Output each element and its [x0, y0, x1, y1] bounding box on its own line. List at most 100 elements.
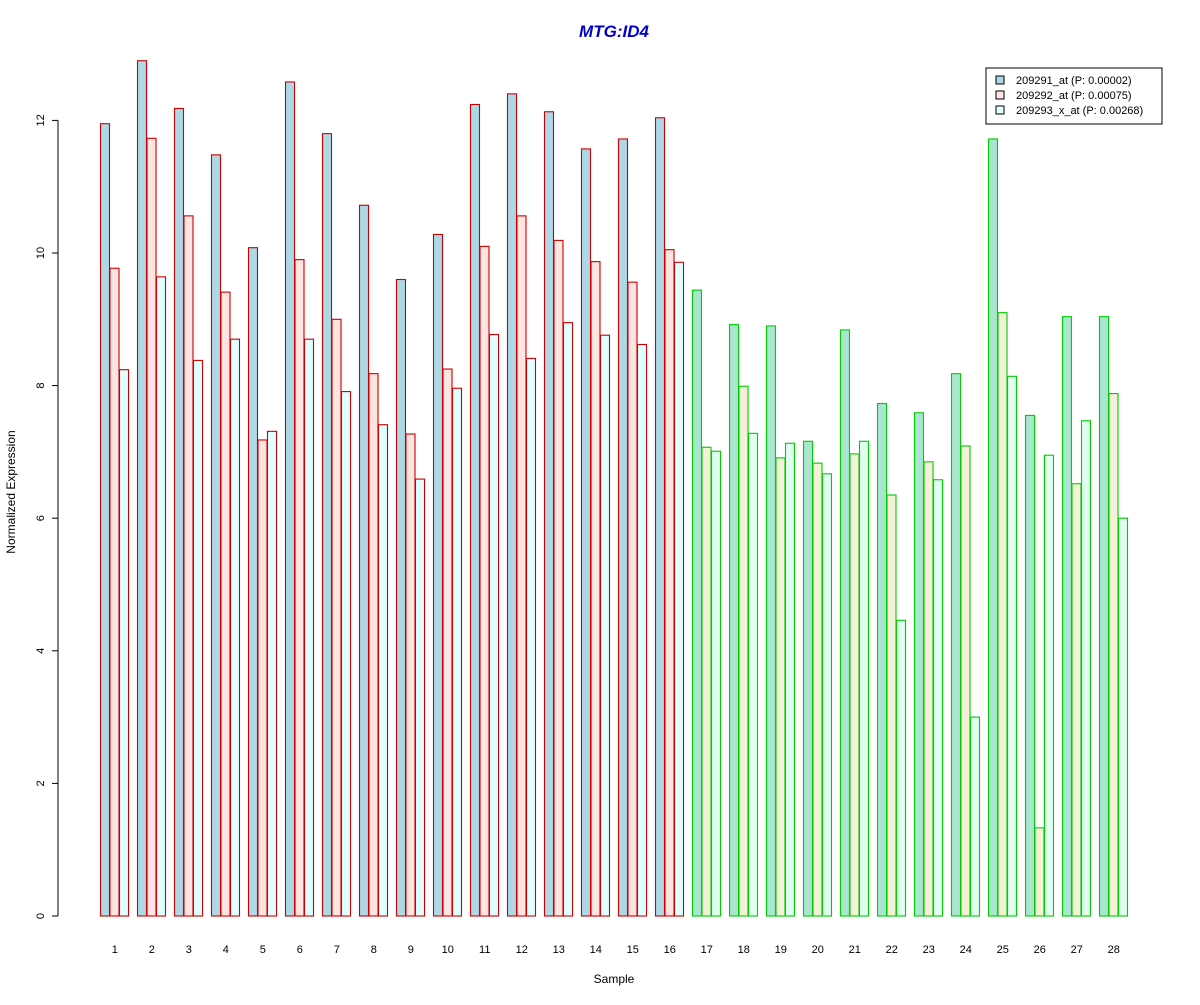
x-tick-label: 8	[371, 944, 377, 956]
bar-sample-6-series-1	[284, 81, 296, 917]
y-tick-label: 2	[35, 780, 47, 786]
bar-sample-20-series-3	[821, 473, 833, 917]
bar-sample-26-series-3	[1043, 454, 1055, 917]
bar-sample-27-series-1	[1061, 316, 1073, 917]
x-tick-label: 10	[442, 944, 454, 956]
x-tick-label: 26	[1034, 944, 1046, 956]
x-tick-label: 9	[408, 944, 414, 956]
bar-sample-23-series-2	[923, 461, 934, 917]
bar-sample-21-series-1	[839, 329, 851, 917]
bar-sample-4-series-3	[229, 338, 241, 917]
legend-box	[985, 67, 1163, 125]
bar-sample-13-series-2	[553, 239, 564, 917]
bar-sample-14-series-3	[599, 334, 611, 917]
bar-sample-21-series-3	[858, 440, 870, 917]
bar-sample-18-series-1	[728, 324, 740, 917]
bar-sample-2-series-3	[155, 276, 167, 917]
bar-sample-1-series-1	[99, 123, 111, 917]
x-tick-label: 25	[997, 944, 1009, 956]
y-tick-label: 10	[35, 247, 47, 259]
bar-sample-11-series-2	[479, 245, 490, 917]
legend-swatch-1	[995, 75, 1005, 85]
x-tick-label: 19	[775, 944, 787, 956]
bar-sample-17-series-3	[710, 450, 722, 917]
bar-sample-26-series-1	[1024, 414, 1036, 917]
x-tick-label: 21	[849, 944, 861, 956]
y-tick-label: 12	[35, 114, 47, 126]
bar-sample-18-series-3	[747, 432, 759, 917]
bar-sample-24-series-2	[960, 445, 971, 917]
x-tick-label: 13	[553, 944, 565, 956]
bar-sample-7-series-2	[331, 318, 342, 917]
bar-sample-13-series-3	[562, 322, 574, 917]
bar-sample-14-series-1	[580, 148, 592, 917]
bar-sample-15-series-2	[627, 281, 638, 917]
bar-sample-23-series-1	[913, 412, 925, 917]
bar-sample-10-series-1	[432, 233, 444, 917]
bar-sample-25-series-2	[997, 312, 1008, 917]
bar-sample-17-series-2	[701, 446, 712, 917]
bar-sample-17-series-1	[691, 289, 703, 917]
x-tick-label: 27	[1071, 944, 1083, 956]
x-axis-label: Sample	[594, 972, 635, 986]
legend-swatch-2	[995, 90, 1005, 100]
bar-sample-15-series-3	[636, 343, 648, 917]
bar-sample-11-series-1	[469, 103, 481, 917]
x-tick-label: 5	[260, 944, 266, 956]
y-tick-label: 0	[35, 913, 47, 919]
x-tick-label: 7	[334, 944, 340, 956]
bar-sample-28-series-3	[1117, 517, 1129, 917]
bar-sample-3-series-3	[192, 359, 204, 917]
legend: 209291_at (P: 0.00002) 209292_at (P: 0.00…	[985, 67, 1163, 125]
bar-sample-12-series-3	[525, 357, 537, 917]
x-tick-label: 20	[812, 944, 824, 956]
bar-sample-22-series-1	[876, 402, 888, 917]
y-tick-label: 6	[35, 515, 47, 521]
bar-sample-21-series-2	[849, 453, 860, 917]
bar-sample-1-series-2	[109, 267, 120, 917]
bar-sample-16-series-1	[654, 117, 666, 917]
bar-sample-5-series-2	[257, 439, 268, 917]
bar-sample-22-series-3	[895, 619, 907, 917]
bar-sample-5-series-1	[247, 247, 259, 917]
bar-sample-12-series-2	[516, 215, 527, 917]
bar-sample-5-series-3	[266, 430, 278, 917]
bar-sample-26-series-2	[1034, 827, 1045, 917]
bar-sample-13-series-1	[543, 111, 555, 917]
x-axis-tick-labels: 1 2 3 4 5 6 7 8 9 10 11 12 13 14 15 16 17 18 19 20 21 22 23 24 2…	[112, 944, 1120, 956]
bar-sample-10-series-2	[442, 368, 453, 917]
bar-sample-6-series-3	[303, 338, 315, 917]
x-tick-label: 16	[664, 944, 676, 956]
bar-sample-6-series-2	[294, 259, 305, 917]
bar-sample-7-series-3	[340, 391, 352, 917]
bar-sample-20-series-1	[802, 440, 814, 917]
bar-sample-4-series-2	[220, 291, 231, 917]
bar-sample-19-series-3	[784, 442, 796, 917]
x-tick-label: 12	[516, 944, 528, 956]
x-tick-label: 17	[701, 944, 713, 956]
x-tick-label: 18	[738, 944, 750, 956]
x-tick-label: 4	[223, 944, 229, 956]
bar-sample-4-series-1	[210, 154, 222, 917]
bar-sample-24-series-1	[950, 373, 962, 917]
y-axis: 0 2 4 6 8 10 12	[35, 114, 59, 919]
bar-sample-14-series-2	[590, 261, 601, 917]
bar-sample-27-series-3	[1080, 420, 1092, 917]
legend-label-3: 209293_x_at (P: 0.00268)	[1016, 105, 1143, 117]
x-tick-label: 3	[186, 944, 192, 956]
x-tick-label: 28	[1108, 944, 1120, 956]
y-axis-label: Normalized Expression	[4, 430, 18, 553]
bar-sample-8-series-3	[377, 424, 389, 917]
bar-sample-25-series-1	[987, 138, 999, 917]
x-tick-label: 1	[112, 944, 118, 956]
x-tick-label: 15	[627, 944, 639, 956]
bar-sample-23-series-3	[932, 479, 944, 917]
bar-sample-16-series-2	[664, 249, 675, 917]
bar-sample-24-series-3	[969, 716, 981, 917]
bar-sample-8-series-2	[368, 373, 379, 917]
bar-sample-22-series-2	[886, 494, 897, 917]
bar-sample-15-series-1	[617, 138, 629, 917]
legend-swatch-3	[995, 105, 1005, 115]
